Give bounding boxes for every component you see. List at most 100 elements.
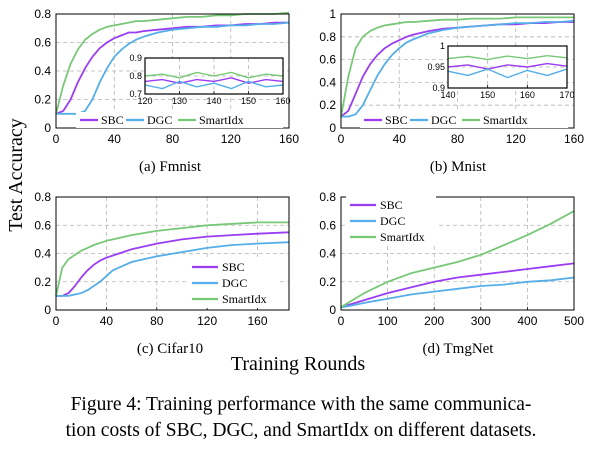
panel-3-ytick-label-1: 0.2 — [319, 275, 336, 289]
panel-1-inset-xtick-label-0: 140 — [440, 90, 455, 100]
panel-1-inset-ytick-label-1: 0.95 — [427, 62, 445, 72]
panel-0-inset: 120 130 140 150 160 0.7 0.8 0.9 — [129, 53, 290, 106]
panel-0-inset-series-smartidx — [144, 71, 284, 79]
panel-2-series-sbc — [56, 231, 290, 297]
caption-line-2: tion costs of SBC, DGC, and SmartIdx on … — [65, 420, 537, 441]
panel-0-series-smartidx — [55, 11, 290, 115]
panel-3-xtick-label-4: 400 — [517, 314, 537, 328]
panel-1: 0 40 80 120 160 0 0.2 0.4 0.6 0.8 1 140 150 160 170 0.9… — [319, 7, 584, 175]
panel-2-legend-label-smartidx: SmartIdx — [222, 292, 267, 306]
figure-caption: Figure 4: Training performance with the … — [0, 392, 602, 444]
panel-0-inset-xtick-label-4: 160 — [275, 96, 290, 106]
panel-2-xtick-label-2: 80 — [150, 314, 164, 328]
panel-3-legend-label-dgc: DGC — [380, 214, 405, 228]
panel-0-legend-label-dgc: DGC — [147, 113, 172, 127]
x-axis-label: Training Rounds — [231, 353, 366, 375]
panel-1-series-dgc — [341, 19, 575, 118]
panel-0-ytick-label-0: 0 — [44, 121, 51, 135]
panel-1-ytick-label-1: 0.2 — [319, 98, 336, 112]
panel-3-ytick-label-0: 0 — [329, 303, 336, 317]
panel-1-inset-xtick-label-1: 150 — [480, 90, 495, 100]
panel-0-legend-label-sbc: SBC — [101, 113, 124, 127]
panel-0-ytick-label-2: 0.4 — [34, 64, 51, 78]
panel-2-xtick-label-3: 120 — [197, 314, 217, 328]
panel-2-xtick-label-1: 40 — [100, 314, 114, 328]
panel-2-ytick-label-0: 0 — [44, 303, 51, 317]
caption-line-1: Figure 4: Training performance with the … — [70, 394, 532, 415]
panel-3-ytick-label-3: 0.6 — [319, 218, 336, 232]
panel-1-inset-ytick-label-2: 1 — [440, 41, 445, 51]
panel-0-legend-label-smartidx: SmartIdx — [199, 113, 244, 127]
panel-0-inset-xtick-label-3: 150 — [241, 96, 256, 106]
panel-1-inset-xtick-label-2: 160 — [520, 90, 535, 100]
panel-3-series-sbc — [340, 262, 575, 309]
y-axis-label: Test Accuracy — [5, 118, 27, 232]
panel-3-series-dgc — [340, 276, 575, 309]
panel-1-inset-series-dgc — [447, 68, 568, 79]
panel-1-legend-label-dgc: DGC — [431, 113, 456, 127]
figure: Test Accuracy Training Rounds 0 40 80 120 16… — [5, 7, 584, 375]
panel-1-inset-xtick-label-3: 170 — [559, 90, 574, 100]
panel-1-xtick-label-4: 160 — [564, 132, 584, 146]
panel-3-xtick-label-2: 200 — [424, 314, 444, 328]
panel-1-ytick-label-2: 0.4 — [319, 75, 336, 89]
panel-2-ytick-label-2: 0.4 — [34, 247, 51, 261]
panel-3-ytick-label-2: 0.4 — [319, 247, 336, 261]
panel-3-xtick-label-5: 500 — [564, 314, 584, 328]
panel-2: 0 40 80 120 160 0 0.2 0.4 0.6 0.8 SBC DGC SmartIdx (c… — [34, 190, 290, 357]
panel-2-xtick-label-0: 0 — [53, 314, 60, 328]
panel-1-ytick-label-4: 0.8 — [319, 30, 336, 44]
panel-0-xtick-label-0: 0 — [53, 132, 60, 146]
panel-0-xtick-label-2: 80 — [166, 132, 180, 146]
panel-2-ytick-label-4: 0.8 — [34, 190, 51, 204]
panel-1-ytick-label-5: 1 — [329, 7, 336, 21]
panel-1-legend-label-sbc: SBC — [385, 113, 408, 127]
panel-0-series-dgc — [56, 21, 290, 115]
panel-0-inset-series-sbc — [144, 77, 284, 84]
panel-3: 0 100 200 300 400 500 0 0.2 0.4 0.6 0.8 SBC DGC Smart… — [319, 190, 584, 357]
panel-0-xtick-label-3: 120 — [221, 132, 241, 146]
panel-0-inset-ytick-label-2: 0.9 — [129, 53, 142, 63]
panel-0-ytick-label-3: 0.6 — [34, 36, 51, 50]
panel-2-legend-label-dgc: DGC — [222, 276, 247, 290]
panel-3-xtick-label-0: 0 — [338, 314, 345, 328]
panel-1-ytick-label-3: 0.6 — [319, 53, 336, 67]
panel-1-ytick-label-0: 0 — [329, 121, 336, 135]
panel-0-xtick-label-1: 40 — [108, 132, 122, 146]
panel-0-inset-ytick-label-0: 0.7 — [129, 89, 142, 99]
panel-0-ytick-label-4: 0.8 — [34, 7, 51, 21]
panel-3-frame — [340, 196, 575, 311]
panel-0-ytick-label-1: 0.2 — [34, 93, 51, 107]
panel-2-legend-label-sbc: SBC — [222, 260, 245, 274]
panel-2-caption: (c) Cifar10 — [137, 341, 203, 357]
panel-1-inset-frame — [447, 45, 568, 89]
panel-1-inset-series-sbc — [447, 62, 568, 70]
panel-2-series-smartidx — [55, 221, 289, 297]
panel-0-inset-xtick-label-1: 130 — [172, 96, 187, 106]
panel-1-legend-label-smartidx: SmartIdx — [483, 113, 528, 127]
panel-3-legend-label-sbc: SBC — [380, 198, 403, 212]
panel-0-inset-xtick-label-2: 140 — [206, 96, 221, 106]
panel-2-ytick-label-1: 0.2 — [34, 275, 51, 289]
panel-1-series-smartidx — [340, 16, 574, 117]
panel-3-caption: (d) TmgNet — [423, 341, 495, 357]
panel-3-xtick-label-3: 300 — [471, 314, 491, 328]
panel-1-xtick-label-3: 120 — [506, 132, 526, 146]
panel-2-ytick-label-3: 0.6 — [34, 218, 51, 232]
panel-0-inset-frame — [144, 57, 284, 95]
panel-0-xtick-label-4: 160 — [279, 132, 299, 146]
panel-3-legend-label-smartidx: SmartIdx — [380, 230, 425, 244]
panel-1-inset-series-smartidx — [447, 55, 568, 61]
panel-0-inset-ytick-label-1: 0.8 — [129, 71, 142, 81]
panel-0: 0 40 80 120 160 0 0.2 0.4 0.6 0.8 120 130 140 150 160 0… — [34, 7, 299, 175]
panel-2-xtick-label-4: 160 — [247, 314, 267, 328]
panel-3-ytick-label-4: 0.8 — [319, 190, 336, 204]
panel-1-inset-ytick-label-0: 0.9 — [432, 83, 445, 93]
panel-2-series-dgc — [56, 241, 290, 297]
panel-3-series-smartidx — [340, 210, 575, 308]
panel-3-xtick-label-1: 100 — [378, 314, 398, 328]
panel-1-caption: (b) Mnist — [430, 159, 487, 175]
panel-0-caption: (a) Fmnist — [139, 159, 202, 175]
panel-1-xtick-label-2: 80 — [451, 132, 465, 146]
panel-1-xtick-label-1: 40 — [393, 132, 407, 146]
